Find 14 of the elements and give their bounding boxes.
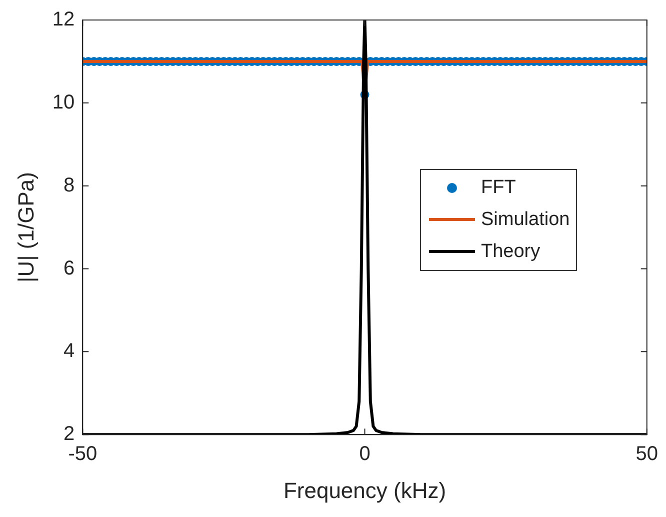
legend-label: FFT <box>481 177 516 199</box>
y-tick-label: 6 <box>64 257 75 280</box>
y-tick-label: 10 <box>52 91 75 114</box>
legend-label: Simulation <box>481 209 570 231</box>
legend-label: Theory <box>481 241 540 263</box>
y-tick-label: 4 <box>64 340 75 362</box>
x-tick-label: 0 <box>359 443 370 466</box>
y-axis-title: |U| (1/GPa) <box>13 172 38 283</box>
y-tick-label: 8 <box>64 174 75 196</box>
x-axis-title: Frequency (kHz) <box>283 478 446 503</box>
x-tick-label: 50 <box>636 443 658 466</box>
y-tick-label: 12 <box>52 8 75 31</box>
y-tick-label: 2 <box>64 423 75 446</box>
x-tick-label: -50 <box>68 443 98 466</box>
